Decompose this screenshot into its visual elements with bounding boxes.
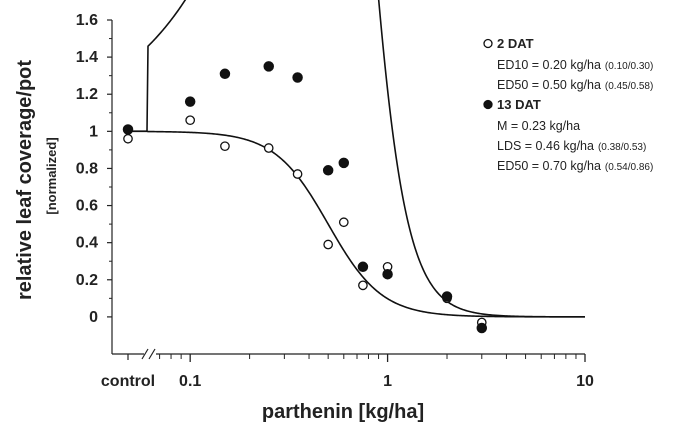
legend: 2 DAT ED10 = 0.20 kg/ha (0.10/0.30) ED50 = … [484,36,653,173]
y-axis-subtitle: [normalized] [44,137,59,214]
legend-line: ED10 = 0.20 kg/ha (0.10/0.30) [497,58,653,72]
legend-line: M = 0.23 kg/ha [497,119,580,133]
y-tick-label: 1.6 [76,12,98,29]
data-point-2-dat [221,142,229,150]
x-tick-label: 1 [383,373,392,390]
y-axis-title: relative leaf coverage/pot [14,60,36,300]
data-point-2-dat [340,218,348,226]
y-tick-label: 0.6 [76,198,98,215]
legend-value: ED10 = 0.20 kg/ha [497,58,601,72]
y-tick-label: 1.2 [76,86,98,103]
data-point-13-dat [358,262,367,271]
legend-ci: (0.10/0.30) [605,61,653,72]
legend-ci: (0.38/0.53) [598,142,646,153]
x-axis-title: parthenin [kg/ha] [262,401,424,423]
data-point-13-dat [123,125,132,134]
data-point-2-dat [293,170,301,178]
y-tick-label: 0.2 [76,272,98,289]
y-tick-label: 1 [89,123,98,140]
legend-title: 2 DAT [497,36,534,51]
legend-line: LDS = 0.46 kg/ha (0.38/0.53) [497,139,646,153]
data-point-13-dat [293,73,302,82]
data-point-13-dat [186,97,195,106]
y-tick-label: 0.4 [76,235,98,252]
data-point-13-dat [339,158,348,167]
data-point-13-dat [220,69,229,78]
data-point-13-dat [264,62,273,71]
data-point-2-dat [124,135,132,143]
data-point-13-dat [383,270,392,279]
data-point-2-dat [265,144,273,152]
legend-marker-open [484,40,492,48]
legend-ci: (0.45/0.58) [605,81,653,92]
legend-marker-filled [484,101,492,109]
x-tick-label: 0.1 [179,373,201,390]
legend-ci: (0.54/0.86) [605,162,653,173]
legend-value: M = 0.23 kg/ha [497,119,580,133]
data-point-2-dat [186,116,194,124]
data-points [123,62,486,333]
data-point-2-dat [324,240,332,248]
x-tick-label: control [101,373,155,390]
axis-break-mark [149,349,155,359]
legend-value: ED50 = 0.50 kg/ha [497,78,601,92]
data-point-13-dat [477,323,486,332]
y-tick-label: 0 [89,309,98,326]
data-point-13-dat [324,166,333,175]
legend-value: LDS = 0.46 kg/ha [497,139,594,153]
y-tick-label: 1.4 [76,49,98,66]
legend-value: ED50 = 0.70 kg/ha [497,159,601,173]
legend-line: ED50 = 0.50 kg/ha (0.45/0.58) [497,78,653,92]
y-tick-label: 0.8 [76,160,98,177]
data-point-2-dat [359,281,367,289]
legend-title: 13 DAT [497,97,541,112]
legend-line: ED50 = 0.70 kg/ha (0.54/0.86) [497,159,653,173]
data-point-13-dat [442,292,451,301]
x-tick-label: 10 [576,373,594,390]
